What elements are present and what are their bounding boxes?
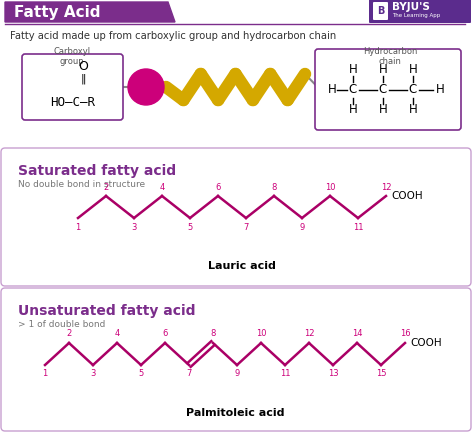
Text: 2: 2 (103, 183, 109, 191)
Text: 6: 6 (162, 329, 168, 339)
Text: Palmitoleic acid: Palmitoleic acid (186, 408, 284, 418)
Text: 4: 4 (114, 329, 119, 339)
Text: Saturated fatty acid: Saturated fatty acid (18, 164, 176, 178)
Text: 9: 9 (234, 370, 240, 378)
Text: C: C (379, 83, 387, 96)
FancyBboxPatch shape (1, 288, 471, 431)
Text: Fatty acid made up from carboxylic group and hydrocarbon chain: Fatty acid made up from carboxylic group… (10, 31, 336, 41)
Text: 6: 6 (215, 183, 221, 191)
Text: O: O (78, 60, 88, 73)
Text: HO–C–R: HO–C–R (51, 97, 95, 110)
Text: C: C (409, 83, 417, 96)
FancyBboxPatch shape (315, 49, 461, 130)
Polygon shape (5, 2, 175, 22)
FancyBboxPatch shape (1, 148, 471, 286)
Text: COOH: COOH (391, 191, 423, 201)
Text: H: H (379, 103, 387, 116)
Text: BYJU'S: BYJU'S (392, 2, 430, 12)
Text: 10: 10 (256, 329, 266, 339)
Text: B: B (377, 6, 384, 16)
Text: 12: 12 (381, 183, 391, 191)
Text: 4: 4 (159, 183, 164, 191)
Text: 2: 2 (66, 329, 72, 339)
Text: 11: 11 (353, 222, 363, 232)
Text: 14: 14 (352, 329, 362, 339)
Text: > 1 of double bond: > 1 of double bond (18, 320, 105, 329)
Text: Carboxyl
group: Carboxyl group (54, 47, 91, 66)
Text: The Learning App: The Learning App (392, 14, 440, 18)
Text: 16: 16 (400, 329, 410, 339)
FancyBboxPatch shape (373, 2, 388, 20)
Text: H: H (409, 63, 418, 76)
FancyBboxPatch shape (369, 0, 471, 23)
Text: 10: 10 (325, 183, 335, 191)
Text: 11: 11 (280, 370, 290, 378)
Text: 12: 12 (304, 329, 314, 339)
Text: 7: 7 (186, 370, 191, 378)
Text: H: H (348, 103, 357, 116)
Text: H: H (328, 83, 337, 96)
Circle shape (128, 69, 164, 105)
Text: Fatty Acid: Fatty Acid (14, 4, 100, 20)
Text: 7: 7 (243, 222, 249, 232)
Text: H: H (348, 63, 357, 76)
FancyBboxPatch shape (22, 54, 123, 120)
Text: H: H (379, 63, 387, 76)
Text: H: H (436, 83, 444, 96)
Text: 15: 15 (376, 370, 386, 378)
Text: Lauric acid: Lauric acid (208, 261, 276, 271)
Text: 8: 8 (271, 183, 277, 191)
Text: H: H (409, 103, 418, 116)
Text: Hydrocarbon
chain: Hydrocarbon chain (363, 47, 417, 66)
Text: ‖: ‖ (80, 74, 86, 84)
Text: 1: 1 (42, 370, 47, 378)
Text: COOH: COOH (410, 338, 442, 348)
Text: 8: 8 (210, 329, 216, 339)
Text: 5: 5 (187, 222, 192, 232)
Text: 5: 5 (138, 370, 144, 378)
Text: 13: 13 (328, 370, 338, 378)
Text: No double bond in structure: No double bond in structure (18, 180, 145, 189)
Text: 3: 3 (91, 370, 96, 378)
Text: C: C (349, 83, 357, 96)
Text: 3: 3 (131, 222, 137, 232)
Text: Unsaturated fatty acid: Unsaturated fatty acid (18, 304, 195, 318)
Text: 1: 1 (75, 222, 81, 232)
Text: 9: 9 (300, 222, 305, 232)
